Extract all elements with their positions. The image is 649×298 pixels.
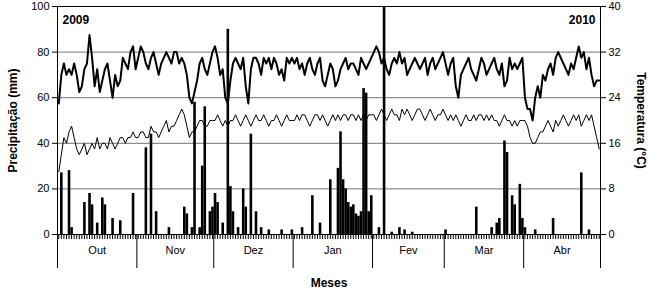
svg-text:Jan: Jan xyxy=(324,244,342,256)
svg-text:32: 32 xyxy=(609,46,621,58)
svg-text:0: 0 xyxy=(43,228,49,240)
svg-text:80: 80 xyxy=(37,46,49,58)
svg-text:Temperatura (°C): Temperatura (°C) xyxy=(634,72,648,169)
svg-text:20: 20 xyxy=(37,182,49,194)
svg-text:100: 100 xyxy=(31,0,49,12)
svg-text:24: 24 xyxy=(609,91,621,103)
svg-text:40: 40 xyxy=(37,137,49,149)
svg-text:2009: 2009 xyxy=(63,13,90,27)
svg-text:Fev: Fev xyxy=(399,244,418,256)
svg-text:Precipitação (mm): Precipitação (mm) xyxy=(6,68,20,172)
svg-text:Abr: Abr xyxy=(554,244,571,256)
svg-text:0: 0 xyxy=(609,228,615,240)
svg-text:Mar: Mar xyxy=(474,244,493,256)
svg-text:60: 60 xyxy=(37,91,49,103)
svg-text:40: 40 xyxy=(609,0,621,12)
svg-text:Out: Out xyxy=(88,244,106,256)
svg-text:Nov: Nov xyxy=(166,244,186,256)
svg-text:8: 8 xyxy=(609,182,615,194)
svg-text:Meses: Meses xyxy=(311,276,348,290)
svg-text:2010: 2010 xyxy=(569,13,596,27)
svg-text:16: 16 xyxy=(609,137,621,149)
svg-text:Dez: Dez xyxy=(244,244,264,256)
